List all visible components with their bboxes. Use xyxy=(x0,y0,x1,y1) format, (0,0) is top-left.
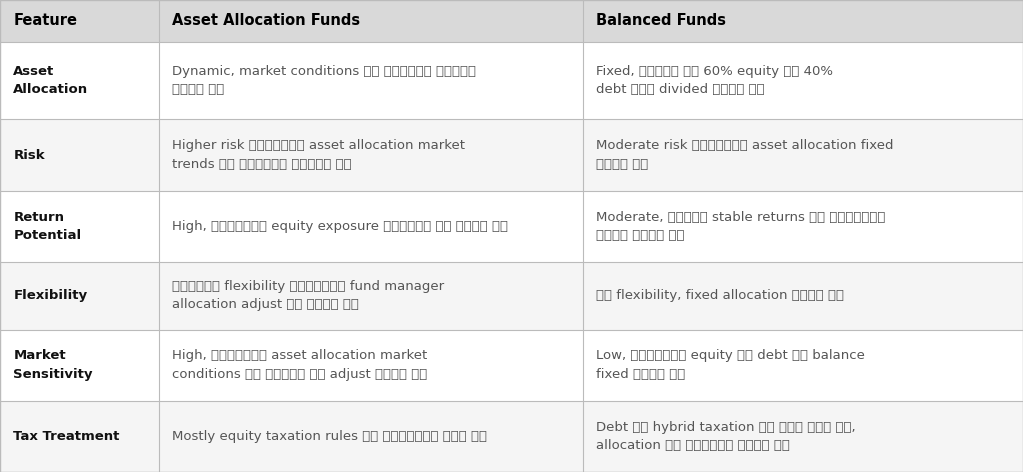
Text: Moderate, लेकिन stable returns की संभावना
अधिक होती है: Moderate, लेकिन stable returns की संभावन… xyxy=(596,211,886,242)
Text: Asset
Allocation: Asset Allocation xyxy=(13,65,88,96)
Text: Mostly equity taxation rules के अंतर्गत आता है: Mostly equity taxation rules के अंतर्गत … xyxy=(172,430,487,443)
Text: Higher risk क्योंकि asset allocation market
trends के अनुसार बदलता है: Higher risk क्योंकि asset allocation mar… xyxy=(172,139,464,171)
Text: कम flexibility, fixed allocation होता है: कम flexibility, fixed allocation होता है xyxy=(596,289,844,302)
Text: Flexibility: Flexibility xyxy=(13,289,87,302)
FancyBboxPatch shape xyxy=(0,0,1023,42)
Text: Low, क्योंकि equity और debt का balance
fixed रहता है: Low, क्योंकि equity और debt का balance f… xyxy=(596,349,865,381)
Text: Fixed, आमतौर पर 60% equity और 40%
debt में divided होता है: Fixed, आमतौर पर 60% equity और 40% debt म… xyxy=(596,65,834,96)
FancyBboxPatch shape xyxy=(0,119,1023,191)
Text: High, क्योंकि equity exposure ज्यादा हो सकता है: High, क्योंकि equity exposure ज्यादा हो … xyxy=(172,220,507,233)
Text: Market
Sensitivity: Market Sensitivity xyxy=(13,349,93,381)
FancyBboxPatch shape xyxy=(0,42,1023,119)
FancyBboxPatch shape xyxy=(0,329,1023,401)
Text: Debt या hybrid taxation के तहत आता है,
allocation पर निर्भर करता है: Debt या hybrid taxation के तहत आता है, a… xyxy=(596,421,856,452)
Text: Dynamic, market conditions के अनुसार बदलता
रहता है: Dynamic, market conditions के अनुसार बदल… xyxy=(172,65,476,96)
Text: Feature: Feature xyxy=(13,13,78,28)
Text: ज्यादा flexibility क्योंकि fund manager
allocation adjust कर सकता है: ज्यादा flexibility क्योंकि fund manager … xyxy=(172,280,444,312)
Text: Return
Potential: Return Potential xyxy=(13,211,82,242)
Text: Moderate risk क्योंकि asset allocation fixed
रहता है: Moderate risk क्योंकि asset allocation f… xyxy=(596,139,894,171)
Text: Risk: Risk xyxy=(13,149,45,161)
Text: High, क्योंकि asset allocation market
conditions के हिसाब से adjust होता है: High, क्योंकि asset allocation market co… xyxy=(172,349,428,381)
FancyBboxPatch shape xyxy=(0,191,1023,262)
Text: Asset Allocation Funds: Asset Allocation Funds xyxy=(172,13,360,28)
FancyBboxPatch shape xyxy=(0,262,1023,329)
FancyBboxPatch shape xyxy=(0,401,1023,472)
Text: Balanced Funds: Balanced Funds xyxy=(596,13,726,28)
Text: Tax Treatment: Tax Treatment xyxy=(13,430,120,443)
